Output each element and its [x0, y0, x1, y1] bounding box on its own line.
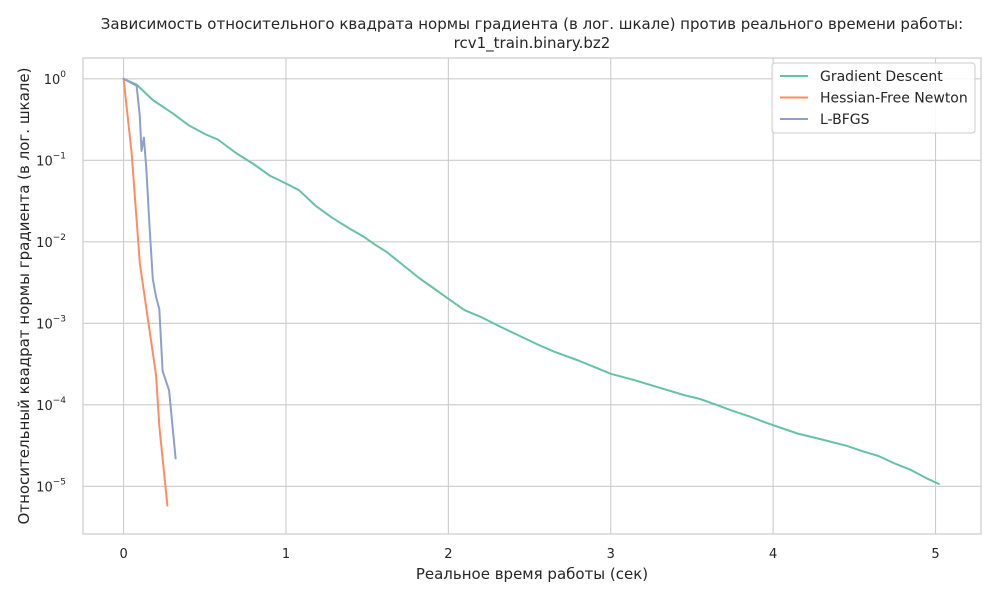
y-tick-exponent: 0 [60, 70, 66, 80]
y-tick-base: 10 [36, 154, 53, 169]
series-lines [122, 77, 940, 507]
y-axis-label: Относительный квадрат нормы градиента (в… [15, 68, 33, 525]
y-tick-exponent: −5 [53, 477, 66, 487]
legend-label-l-bfgs: L-BFGS [820, 112, 870, 128]
legend-label-hessian-free-newton: Hessian-Free Newton [820, 91, 968, 107]
y-tick-label: 10−2 [36, 233, 66, 251]
y-tick-label: 10−3 [36, 314, 66, 332]
chart-title: Зависимость относительного квадрата норм… [101, 15, 963, 33]
y-tick-base: 10 [36, 236, 53, 251]
x-tick-label: 3 [607, 547, 615, 562]
y-tick-label: 10−5 [36, 477, 66, 495]
y-tick-base: 10 [36, 317, 53, 332]
y-tick-exponent: −1 [53, 151, 66, 161]
legend-box [771, 62, 976, 134]
series-line-l-bfgs [122, 77, 177, 460]
series-line-gradient-descent [122, 77, 940, 485]
series-line-hessian-free-newton [122, 77, 169, 507]
x-axis-ticks: 0 1 2 3 4 5 [119, 547, 939, 562]
y-tick-label: 10−1 [36, 151, 66, 169]
legend-label-gradient-descent: Gradient Descent [820, 69, 943, 85]
x-tick-label: 5 [931, 547, 939, 562]
x-axis-label: Реальное время работы (сек) [416, 565, 648, 583]
y-tick-exponent: −4 [53, 396, 67, 406]
y-tick-label: 100 [44, 70, 67, 88]
y-tick-exponent: −3 [53, 314, 66, 324]
x-tick-label: 4 [769, 547, 777, 562]
y-tick-base: 10 [44, 73, 61, 88]
y-tick-base: 10 [36, 399, 53, 414]
y-tick-base: 10 [36, 480, 53, 495]
x-tick-label: 2 [444, 547, 452, 562]
plot-area-frame [82, 57, 982, 535]
y-tick-exponent: −2 [53, 233, 66, 243]
legend: Gradient Descent Hessian-Free Newton L-BFG… [771, 62, 976, 134]
chart-subtitle: rcv1_train.binary.bz2 [454, 34, 611, 53]
x-tick-label: 1 [282, 547, 290, 562]
y-tick-label: 10−4 [36, 396, 66, 414]
x-tick-label: 0 [119, 547, 127, 562]
